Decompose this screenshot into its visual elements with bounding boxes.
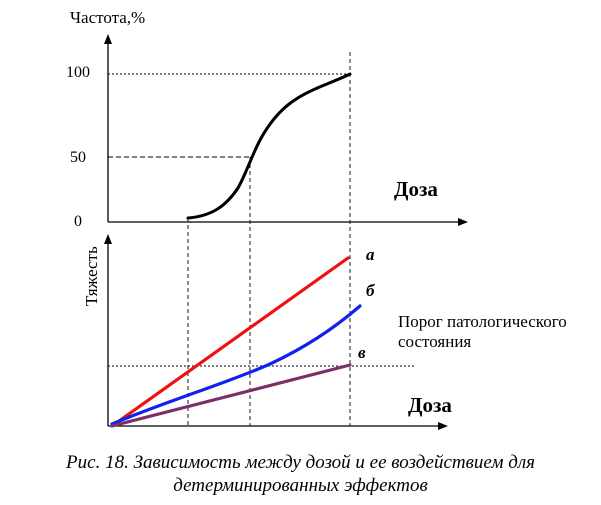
curve-b-line — [110, 304, 362, 426]
bottom-y-arrowhead — [104, 234, 112, 244]
tick-0: 0 — [74, 213, 82, 230]
top-x-axis-label: Доза — [394, 177, 438, 201]
top-y-arrowhead — [104, 34, 112, 44]
bottom-y-axis-label: Тяжесть — [82, 246, 101, 306]
curve-a-label: а — [366, 245, 375, 264]
top-chart: Частота,% 100 50 0 Доза — [66, 8, 468, 230]
top-y-axis-label: Частота,% — [70, 8, 145, 27]
threshold-label-line1: Порог патологического — [398, 312, 567, 331]
bottom-x-axis-label: Доза — [408, 393, 452, 417]
curve-c-label: в — [358, 343, 366, 362]
top-x-arrowhead — [458, 218, 468, 226]
curve-c-line — [110, 363, 352, 428]
curve-b-label: б — [366, 281, 376, 300]
threshold-label-line2: состояния — [398, 332, 471, 351]
tick-100: 100 — [66, 64, 90, 81]
frequency-sigmoid-curve — [186, 72, 352, 220]
tick-50: 50 — [70, 149, 86, 166]
figure-caption-line2: детерминированных эффектов — [173, 475, 428, 496]
bottom-x-arrowhead — [438, 422, 448, 430]
bottom-chart: Тяжесть а б в Порог патологического сост… — [82, 234, 567, 430]
figure-caption-line1: Рис. 18. Зависимость между дозой и ее во… — [66, 452, 535, 473]
curve-a-line — [110, 256, 350, 428]
